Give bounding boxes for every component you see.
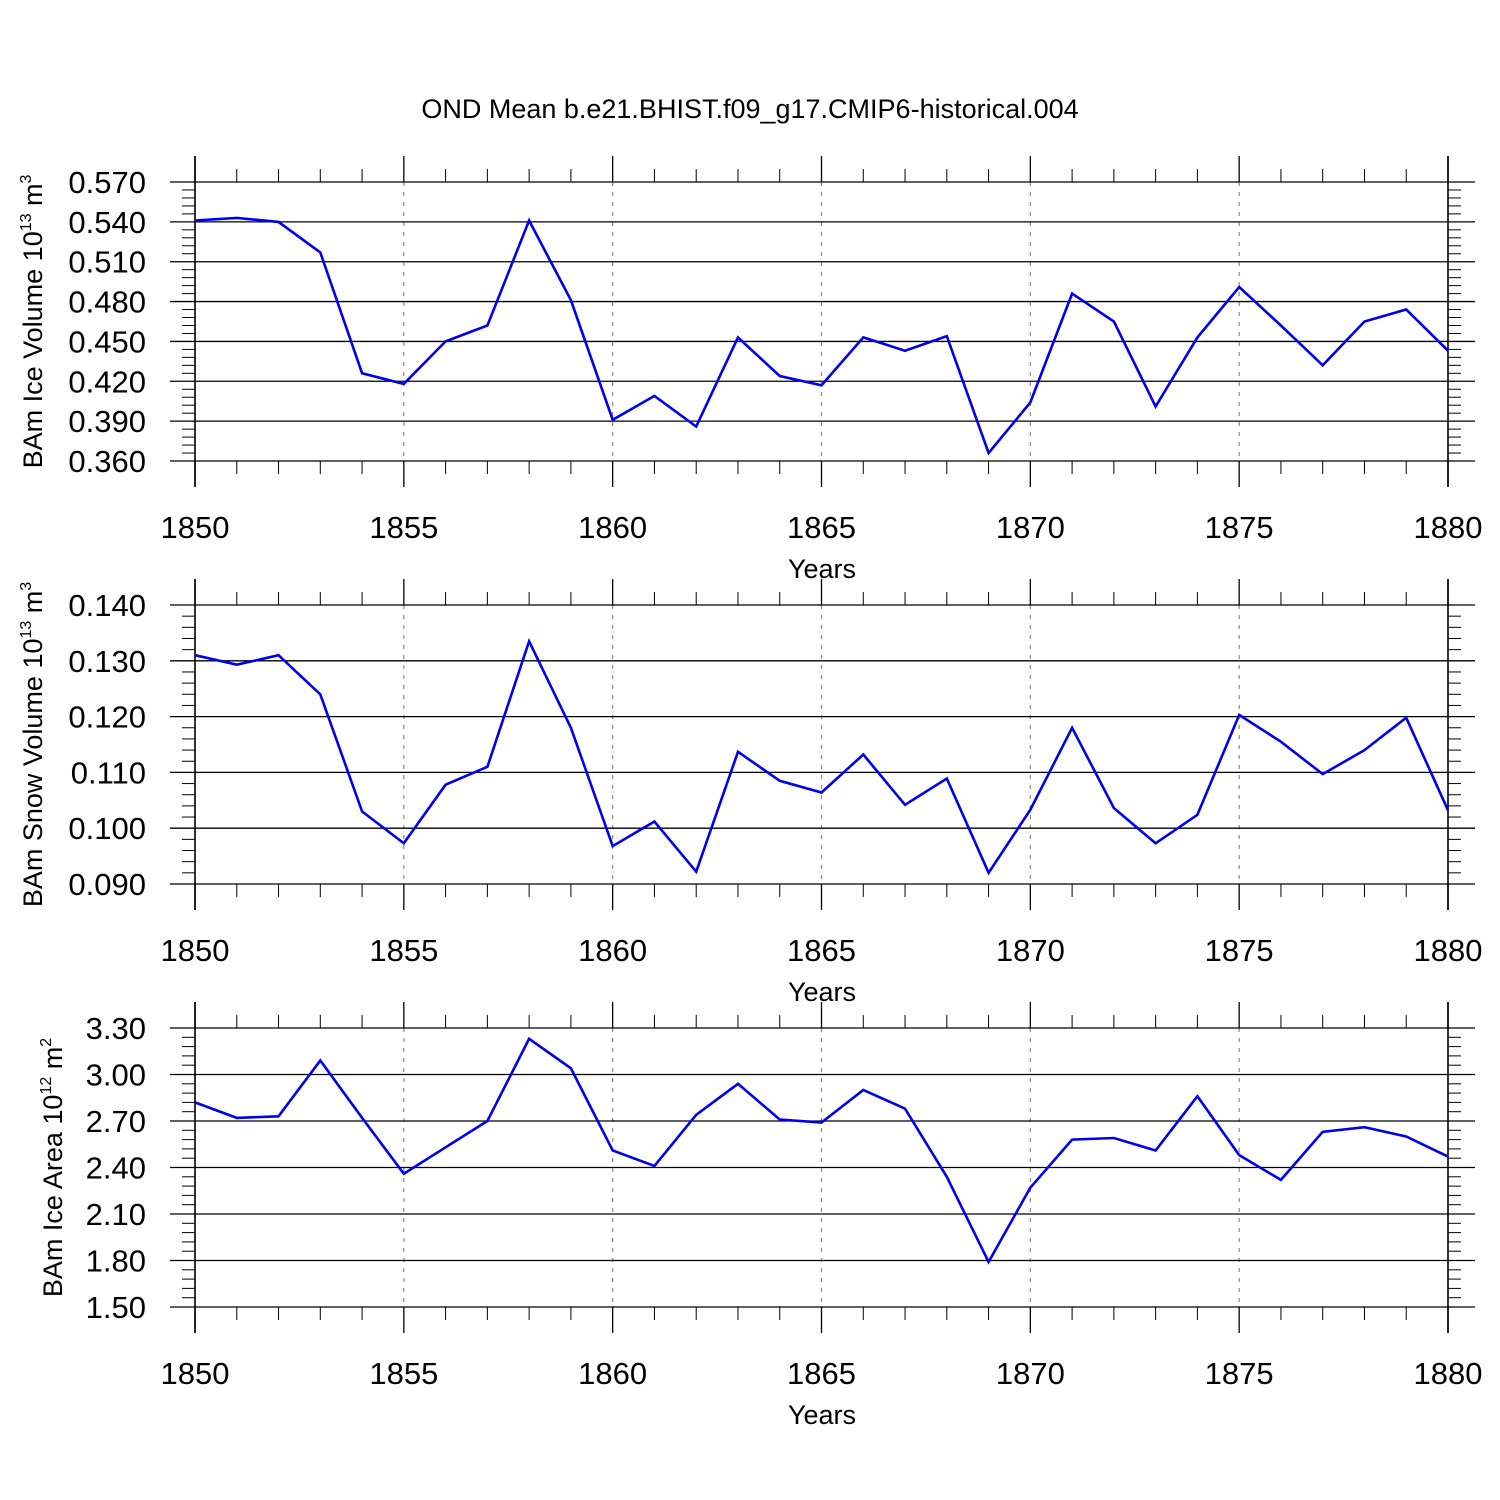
panel-2: 0.090 0.100 0.110 0.120 0.130 0.140 1850 1855 18… <box>18 579 1482 1007</box>
y-tick-label: 2.40 <box>86 1151 146 1186</box>
x-tick-label: 1860 <box>578 933 647 968</box>
y-tick-label: 0.510 <box>68 245 146 280</box>
y-axis-title-unit-exponent: 2 <box>38 1038 55 1047</box>
y-tick-label: 0.140 <box>68 588 146 623</box>
y-tick-label: 3.00 <box>86 1058 146 1093</box>
y-axis-title-main: BAm Ice Volume 10 <box>18 231 48 468</box>
y-tick-label: 0.420 <box>68 364 146 399</box>
y-tick-label: 0.360 <box>68 444 146 479</box>
x-tick-label: 1880 <box>1414 510 1483 545</box>
y-axis-title-exponent: 12 <box>38 1077 55 1095</box>
x-tick-label: 1865 <box>787 1356 856 1391</box>
panels-root: 0.360 0.390 0.420 0.450 0.480 0.510 0.540 0.570… <box>18 156 1482 1430</box>
y-axis-title: BAm Ice Area 1012 m2 <box>38 1038 68 1297</box>
y-tick-label: 2.70 <box>86 1104 146 1139</box>
x-tick-label: 1850 <box>161 933 230 968</box>
panel-1: 0.360 0.390 0.420 0.450 0.480 0.510 0.540 0.570… <box>18 156 1482 584</box>
x-tick-label: 1880 <box>1414 933 1483 968</box>
x-tick-label: 1870 <box>996 933 1065 968</box>
x-tick-label: 1855 <box>369 510 438 545</box>
x-tick-label: 1860 <box>578 1356 647 1391</box>
x-tick-label: 1855 <box>369 933 438 968</box>
y-tick-label: 0.120 <box>68 700 146 735</box>
x-tick-label: 1865 <box>787 933 856 968</box>
y-axis-title-unit-exponent: 3 <box>18 174 35 183</box>
x-tick-label: 1880 <box>1414 1356 1483 1391</box>
y-axis-title-exponent: 13 <box>18 621 35 639</box>
x-tick-label: 1855 <box>369 1356 438 1391</box>
y-axis-title: BAm Ice Volume 1013 m3 <box>18 174 48 468</box>
y-axis-title: BAm Snow Volume 1013 m3 <box>18 582 48 907</box>
y-tick-label: 0.540 <box>68 205 146 240</box>
x-axis-title: Years <box>788 1400 856 1430</box>
x-tick-label: 1870 <box>996 1356 1065 1391</box>
series-line <box>194 1036 1449 1265</box>
x-tick-label: 1870 <box>996 510 1065 545</box>
x-tick-label: 1875 <box>1205 510 1274 545</box>
y-tick-label: 0.450 <box>68 324 146 359</box>
y-tick-label: 2.10 <box>86 1197 146 1232</box>
x-tick-label: 1865 <box>787 510 856 545</box>
y-axis-title-unit: m <box>18 591 48 621</box>
y-tick-label: 1.50 <box>86 1290 146 1325</box>
series-line <box>194 637 1450 876</box>
y-axis-title-main: BAm Snow Volume 10 <box>18 639 48 908</box>
x-tick-label: 1850 <box>161 510 230 545</box>
panel-3: 1.50 1.80 2.10 2.40 2.70 3.00 3.30 1850 1855 1860… <box>38 1002 1482 1430</box>
y-axis-title-unit-exponent: 3 <box>18 582 35 591</box>
y-tick-label: 0.130 <box>68 644 146 679</box>
y-tick-label: 0.480 <box>68 285 146 320</box>
y-tick-label: 0.100 <box>68 811 146 846</box>
y-tick-label: 0.110 <box>71 755 146 790</box>
x-tick-label: 1850 <box>161 1356 230 1391</box>
x-tick-label: 1875 <box>1205 933 1274 968</box>
y-axis-title-exponent: 13 <box>18 213 35 231</box>
y-axis-title-unit: m <box>38 1047 68 1077</box>
chart-title: OND Mean b.e21.BHIST.f09_g17.CMIP6-histo… <box>421 94 1078 124</box>
x-tick-label: 1860 <box>578 510 647 545</box>
y-axis-title-unit: m <box>18 183 48 213</box>
y-tick-label: 0.390 <box>68 404 146 439</box>
series-line <box>194 216 1449 456</box>
y-tick-label: 1.80 <box>86 1244 146 1279</box>
y-tick-label: 0.090 <box>68 867 146 902</box>
y-tick-label: 0.570 <box>68 165 146 200</box>
y-tick-label: 3.30 <box>86 1011 146 1046</box>
x-tick-label: 1875 <box>1205 1356 1274 1391</box>
y-axis-title-main: BAm Ice Area 10 <box>38 1095 68 1298</box>
